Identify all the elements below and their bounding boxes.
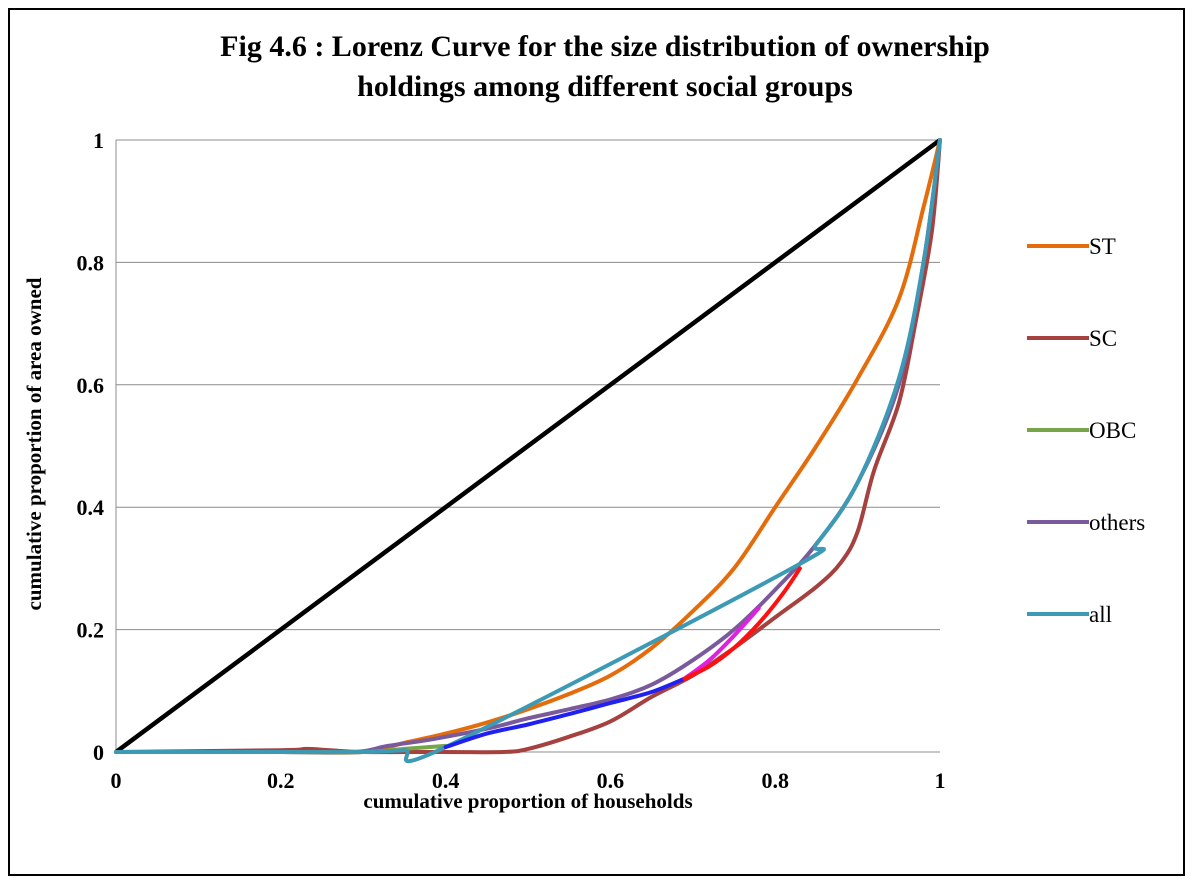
x-tick-label-2: 0.4	[432, 768, 460, 793]
chart-frame	[8, 8, 1185, 876]
x-tick-label-5: 1	[935, 768, 946, 793]
legend-label-obc: OBC	[1089, 418, 1136, 443]
series-line-all	[114, 138, 942, 764]
equality-line	[114, 138, 942, 754]
legend-label-all: all	[1089, 602, 1112, 627]
grid-lines	[116, 139, 940, 631]
tick-labels: 0 0.2 0.4 0.6 0.8 1 0 0.2 0.4 0.6 0.8 1	[77, 128, 946, 793]
x-tick-label-4: 0.8	[761, 768, 789, 793]
y-tick-label-4: 0.8	[77, 250, 105, 275]
x-tick-label-3: 0.6	[597, 768, 625, 793]
legend-label-others: others	[1089, 510, 1145, 535]
legend: ST SC OBC others all	[1027, 234, 1145, 627]
legend-label-st: ST	[1089, 234, 1116, 259]
highlight-segment-0	[443, 676, 687, 750]
y-axis-title: cumulative proportion of area owned	[22, 277, 46, 610]
legend-label-sc: SC	[1089, 326, 1117, 351]
chart-title-line-1: Fig 4.6 : Lorenz Curve for the size dist…	[220, 30, 990, 63]
y-tick-label-1: 0.2	[77, 618, 105, 643]
x-axis-title: cumulative proportion of households	[363, 789, 692, 813]
x-tick-label-0: 0	[111, 768, 122, 793]
series-lines	[114, 138, 942, 764]
x-tick-label-1: 0.2	[267, 768, 295, 793]
chart-title: Fig 4.6 : Lorenz Curve for the size dist…	[220, 30, 990, 103]
highlight-segment-2	[682, 566, 802, 681]
y-tick-label-0: 0	[93, 740, 104, 765]
y-tick-label-3: 0.6	[77, 373, 105, 398]
chart-title-line-2: holdings among different social groups	[357, 70, 853, 103]
y-tick-label-2: 0.4	[77, 495, 105, 520]
highlight-segment-1	[682, 606, 761, 681]
y-tick-label-5: 1	[93, 128, 104, 153]
